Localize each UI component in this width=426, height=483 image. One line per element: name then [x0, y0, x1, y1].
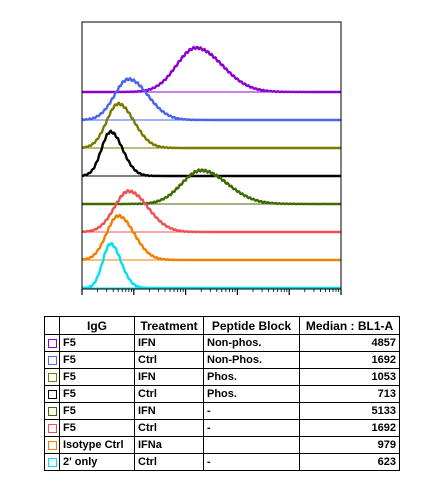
- legend-peptide-block: -: [203, 402, 300, 420]
- legend-igg: F5: [59, 385, 135, 403]
- histogram-series-2: [81, 101, 342, 150]
- legend-median: 713: [299, 385, 400, 403]
- legend-treatment: Ctrl: [134, 385, 204, 403]
- legend-igg: F5: [59, 334, 135, 352]
- histogram-series-1: [81, 77, 342, 122]
- legend-median: 4857: [299, 334, 400, 352]
- histogram-series-4: [81, 168, 342, 206]
- histogram-series-5: [81, 188, 342, 234]
- legend-row: 2' only Ctrl -623: [44, 453, 400, 471]
- legend-treatment: Ctrl: [134, 419, 204, 437]
- legend-swatch-cell: [44, 385, 60, 403]
- legend-header-row: IgG Treatment Peptide Block Median : BL1…: [44, 316, 400, 335]
- x-axis-ticks: [81, 289, 342, 295]
- legend-header-igg: IgG: [59, 316, 135, 335]
- histogram-series-6: [81, 213, 342, 262]
- legend-median: 1692: [299, 419, 400, 437]
- legend-peptide-block: Phos.: [203, 385, 300, 403]
- legend-swatch-cell: [44, 436, 60, 454]
- legend-row: F5 Ctrl Non-Phos. 1692: [44, 351, 400, 369]
- legend-color-swatch: [47, 389, 57, 399]
- histogram-series-0: [81, 45, 342, 94]
- legend-swatch-cell: [44, 453, 60, 471]
- legend-color-swatch: [47, 457, 57, 467]
- legend-treatment: IFN: [134, 402, 204, 420]
- legend-header-treatment: Treatment: [134, 316, 204, 335]
- legend-color-swatch: [47, 440, 57, 450]
- legend-color-swatch: [47, 355, 57, 365]
- legend-igg: F5: [59, 419, 135, 437]
- legend-peptide-block: Phos.: [203, 368, 300, 386]
- legend-color-swatch: [47, 372, 57, 382]
- legend-igg: 2' only: [59, 453, 135, 471]
- histogram-series-7: [81, 241, 342, 290]
- legend-swatch-cell: [44, 351, 60, 369]
- histogram-overlay-chart: [81, 21, 342, 295]
- legend-treatment: IFNa: [134, 436, 204, 454]
- legend-median: 1692: [299, 351, 400, 369]
- legend-treatment: IFN: [134, 334, 204, 352]
- legend-median: 979: [299, 436, 400, 454]
- legend-treatment: Ctrl: [134, 453, 204, 471]
- legend-swatch-cell: [44, 368, 60, 386]
- legend-median: 5133: [299, 402, 400, 420]
- legend-peptide-block: Non-phos.: [203, 334, 300, 352]
- legend-peptide-block: -: [203, 419, 300, 437]
- legend-color-swatch: [47, 338, 57, 348]
- legend-color-swatch: [47, 406, 57, 416]
- histogram-series-3: [81, 129, 342, 178]
- legend-header-swatch: [44, 316, 60, 335]
- series-layer: [81, 45, 342, 290]
- legend-igg: F5: [59, 368, 135, 386]
- legend-color-swatch: [47, 423, 57, 433]
- legend-swatch-cell: [44, 402, 60, 420]
- plot-frame: [81, 21, 342, 290]
- legend-table: IgG Treatment Peptide Block Median : BL1…: [44, 316, 400, 471]
- legend-peptide-block: [203, 436, 300, 454]
- legend-median: 623: [299, 453, 400, 471]
- legend-treatment: IFN: [134, 368, 204, 386]
- legend-treatment: Ctrl: [134, 351, 204, 369]
- legend-igg: F5: [59, 402, 135, 420]
- legend-row: F5 Ctrl Phos. 713: [44, 385, 400, 403]
- legend-swatch-cell: [44, 419, 60, 437]
- legend-row: F5 IFN Non-phos. 4857: [44, 334, 400, 352]
- legend-peptide-block: Non-Phos.: [203, 351, 300, 369]
- legend-header-median: Median : BL1-A: [299, 316, 400, 335]
- legend-median: 1053: [299, 368, 400, 386]
- legend-row: F5 IFN Phos. 1053: [44, 368, 400, 386]
- legend-igg: Isotype Ctrl: [59, 436, 135, 454]
- legend-peptide-block: -: [203, 453, 300, 471]
- legend-row: F5 IFN -5133: [44, 402, 400, 420]
- legend-row: F5 Ctrl -1692: [44, 419, 400, 437]
- legend-swatch-cell: [44, 334, 60, 352]
- legend-igg: F5: [59, 351, 135, 369]
- legend-row: Isotype Ctrl IFNa 979: [44, 436, 400, 454]
- legend-header-peptide-block: Peptide Block: [203, 316, 300, 335]
